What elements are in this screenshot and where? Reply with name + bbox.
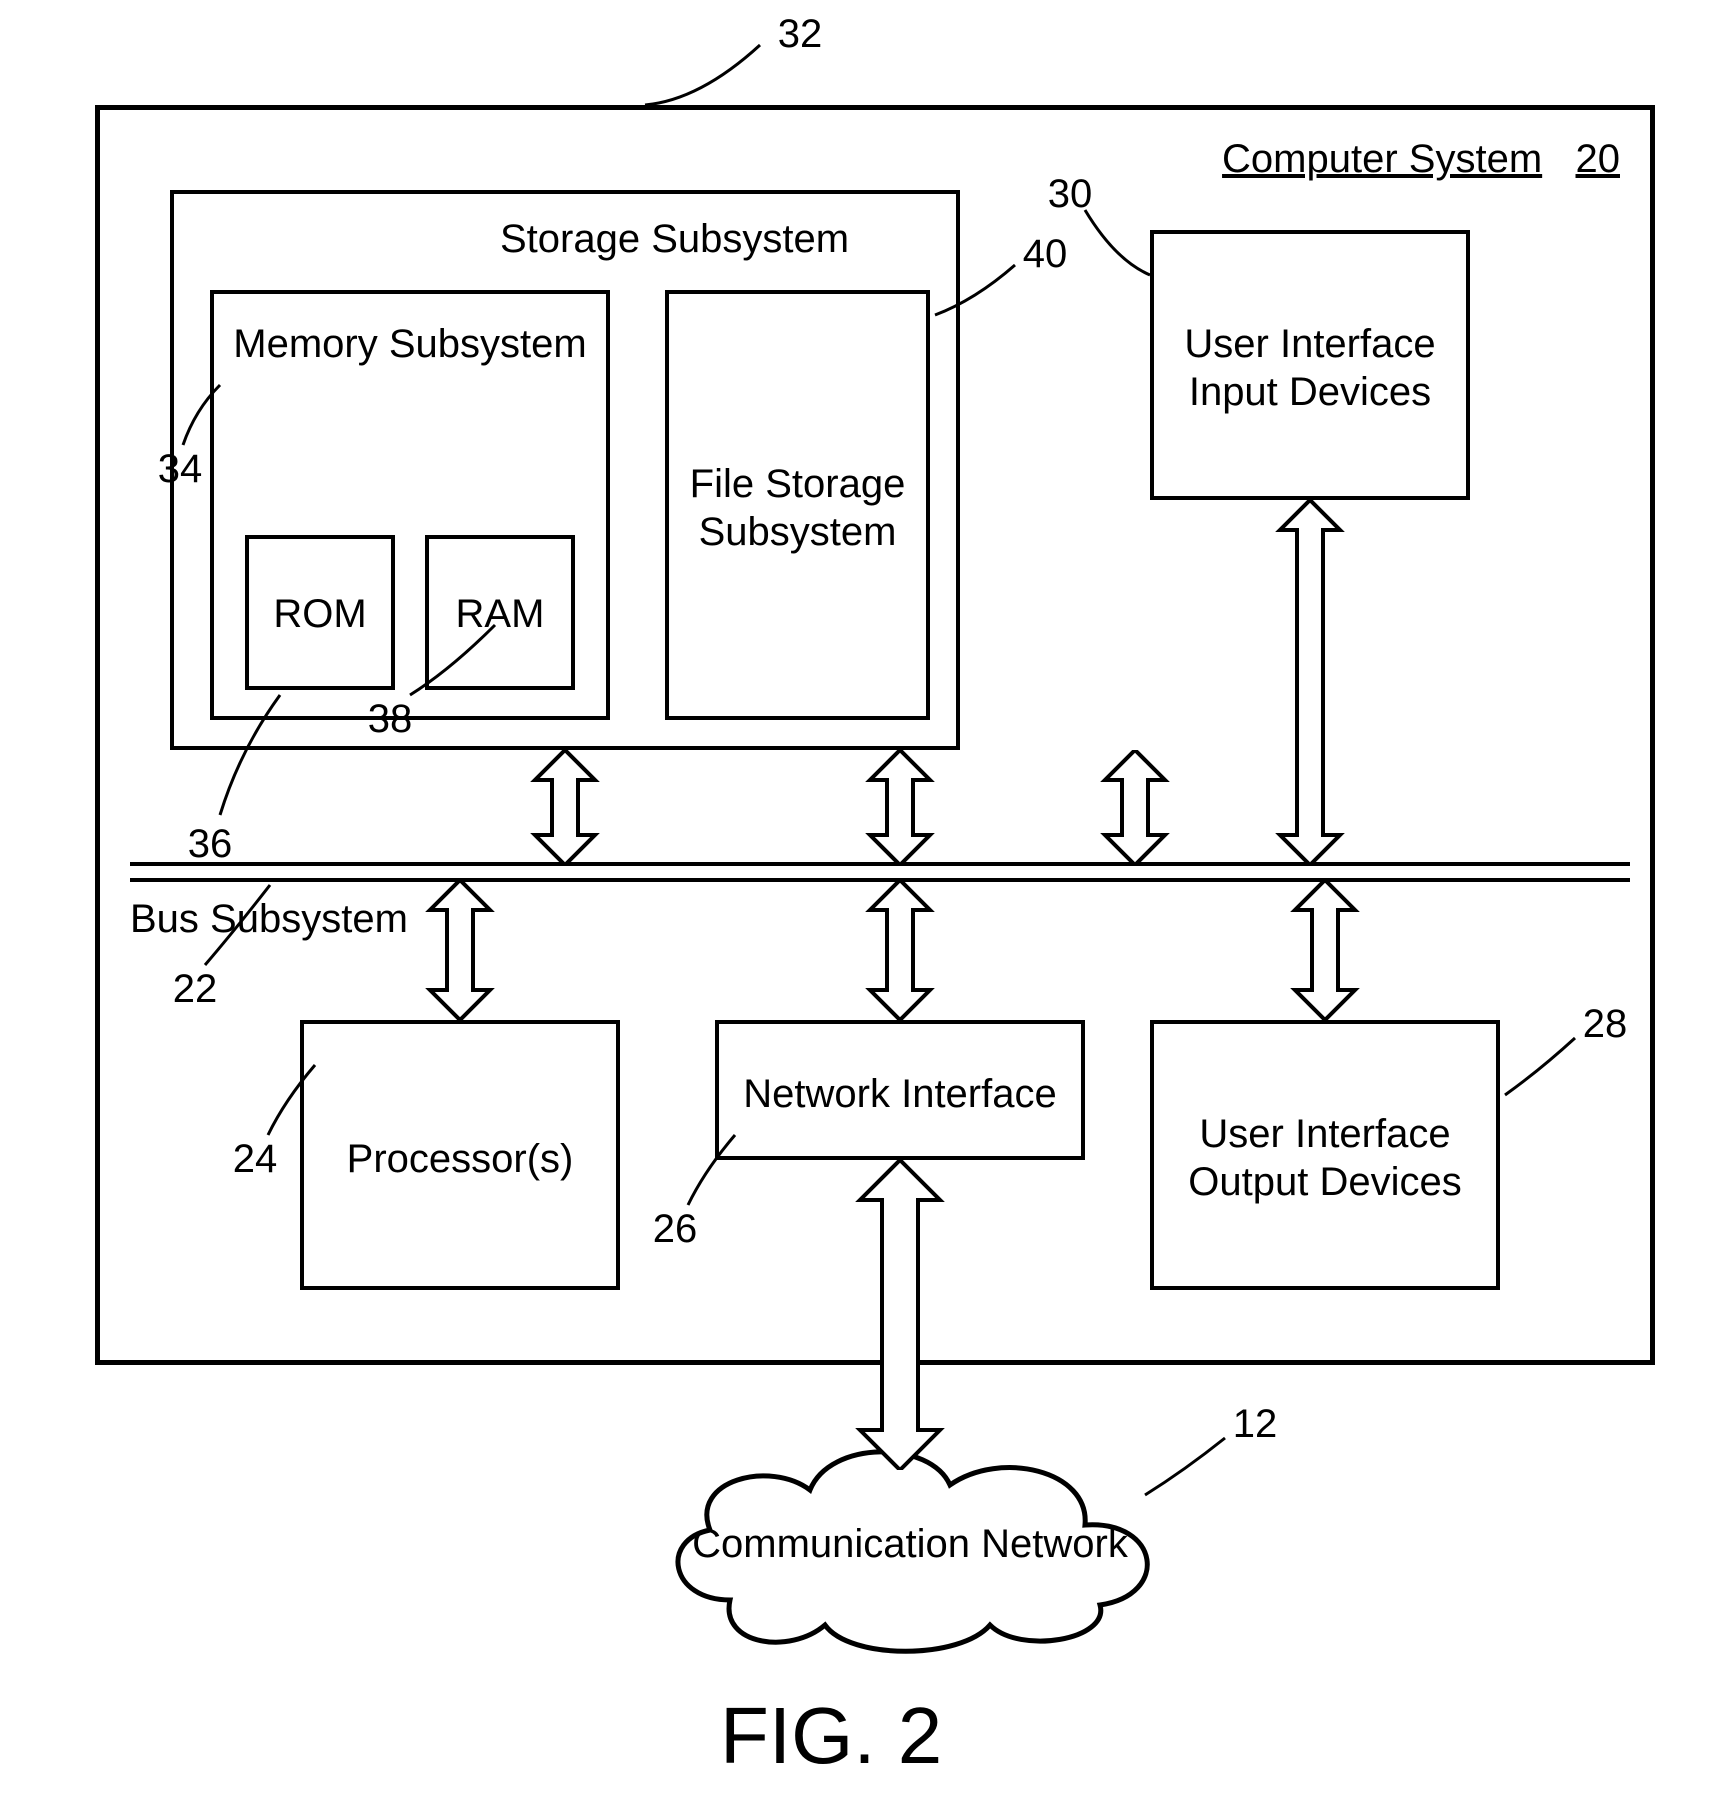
leader-40	[930, 260, 1020, 320]
ref-40: 40	[1015, 230, 1075, 278]
figure-caption: FIG. 2	[720, 1690, 942, 1782]
leader-24	[260, 1060, 320, 1140]
file-storage-label: File Storage Subsystem	[665, 460, 930, 556]
ref-12: 12	[1225, 1400, 1285, 1448]
leader-36	[210, 690, 290, 820]
diagram-canvas: Computer System 20 Storage Subsystem Mem…	[0, 0, 1735, 1793]
title-ref: 20	[1576, 137, 1621, 181]
computer-system-title: Computer System 20	[1200, 135, 1620, 183]
file-storage-l1: File Storage	[690, 462, 906, 506]
arrow-uiinput-bus	[1265, 500, 1355, 865]
file-storage-l2: Subsystem	[699, 510, 897, 554]
ref-24: 24	[225, 1135, 285, 1183]
arrow-processor-bus	[415, 880, 505, 1020]
ref-38: 38	[360, 695, 420, 743]
leader-26	[680, 1130, 740, 1210]
ui-output-l1: User Interface	[1199, 1112, 1450, 1156]
memory-subsystem-label: Memory Subsystem	[230, 320, 590, 368]
ui-output-label: User Interface Output Devices	[1150, 1110, 1500, 1206]
arrow-netif-bus-top	[855, 750, 945, 865]
title-text: Computer System	[1222, 137, 1542, 181]
ui-input-l1: User Interface	[1184, 322, 1435, 366]
bus-subsystem-label: Bus Subsystem	[130, 895, 430, 943]
arrow-uioutput-bus-upper	[1090, 750, 1180, 865]
network-interface-label: Network Interface	[715, 1070, 1085, 1118]
ref-22: 22	[165, 965, 225, 1013]
ui-output-l2: Output Devices	[1188, 1160, 1461, 1204]
comm-network-label: Communication Network	[660, 1520, 1160, 1568]
ref-30: 30	[1040, 170, 1100, 218]
arrow-netif-cloud	[840, 1160, 960, 1470]
ref-26: 26	[645, 1205, 705, 1253]
leader-34	[175, 380, 225, 450]
ui-input-l2: Input Devices	[1189, 370, 1431, 414]
ref-36: 36	[180, 820, 240, 868]
leader-38	[400, 620, 500, 700]
ref-32: 32	[770, 10, 830, 58]
leader-28	[1500, 1030, 1580, 1100]
leader-22	[195, 880, 275, 970]
ref-28: 28	[1575, 1000, 1635, 1048]
storage-subsystem-label: Storage Subsystem	[500, 215, 940, 263]
arrow-storage-bus	[520, 750, 610, 865]
leader-12	[1140, 1430, 1230, 1500]
rom-label: ROM	[245, 590, 395, 638]
ref-34: 34	[150, 445, 210, 493]
processor-label: Processor(s)	[300, 1135, 620, 1183]
arrow-uioutput-bus	[1280, 880, 1370, 1020]
arrow-netif-bus	[855, 880, 945, 1020]
leader-32	[640, 35, 770, 110]
ui-input-label: User Interface Input Devices	[1150, 320, 1470, 416]
